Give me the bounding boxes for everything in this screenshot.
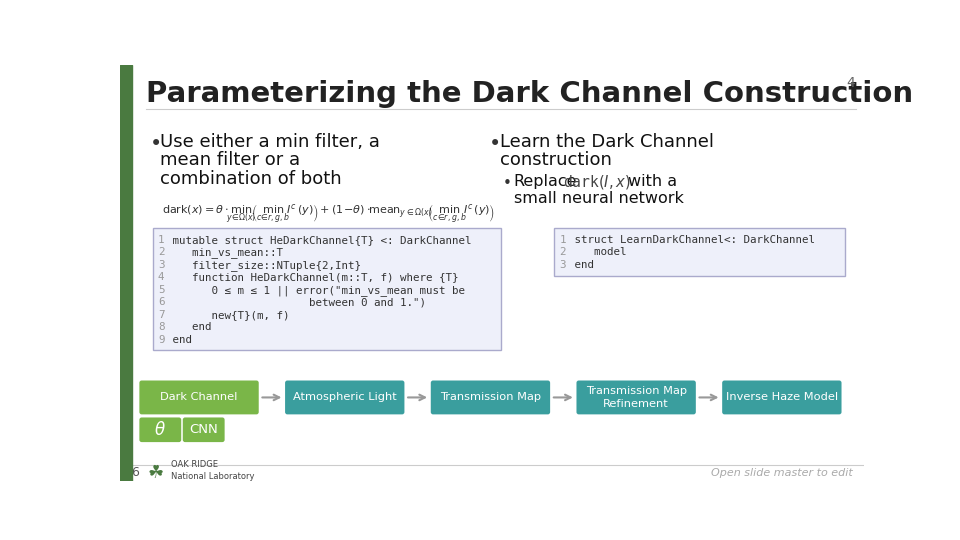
Text: function HeDarkChannel(m::T, f) where {T}: function HeDarkChannel(m::T, f) where {T… xyxy=(166,272,459,282)
Text: •: • xyxy=(489,134,501,154)
Text: filter_size::NTuple{2,Int}: filter_size::NTuple{2,Int} xyxy=(166,260,362,271)
Text: •: • xyxy=(503,176,512,191)
Text: min_vs_mean::T: min_vs_mean::T xyxy=(166,247,283,258)
Text: 5: 5 xyxy=(158,285,164,295)
Text: $\theta$: $\theta$ xyxy=(155,421,166,439)
Text: model: model xyxy=(568,247,627,258)
Text: 0 ≤ m ≤ 1 || error("min_vs_mean must be: 0 ≤ m ≤ 1 || error("min_vs_mean must be xyxy=(166,285,466,296)
Text: mutable struct HeDarkChannel{T} <: DarkChannel: mutable struct HeDarkChannel{T} <: DarkC… xyxy=(166,235,472,245)
Text: end: end xyxy=(166,322,212,332)
Text: Learn the Dark Channel: Learn the Dark Channel xyxy=(500,132,713,151)
Text: 2: 2 xyxy=(158,247,164,258)
Text: •: • xyxy=(150,134,161,154)
Bar xyxy=(120,65,132,481)
Text: construction: construction xyxy=(500,151,612,169)
Text: ☘: ☘ xyxy=(148,464,164,482)
Text: new{T}(m, f): new{T}(m, f) xyxy=(166,310,290,320)
Text: 2: 2 xyxy=(560,247,566,258)
Text: with a: with a xyxy=(628,174,677,189)
Text: Parameterizing the Dark Channel Construction: Parameterizing the Dark Channel Construc… xyxy=(146,80,914,108)
FancyBboxPatch shape xyxy=(285,381,404,414)
FancyBboxPatch shape xyxy=(554,228,845,276)
Text: 6: 6 xyxy=(158,298,164,307)
Text: $\mathrm{dark}(x) = \theta \cdot \!\!\min_{y\in\Omega(x)}\!\!\left(\min_{c\in r,: $\mathrm{dark}(x) = \theta \cdot \!\!\mi… xyxy=(162,202,495,226)
Text: $\mathtt{dark}(I, x)$: $\mathtt{dark}(I, x)$ xyxy=(564,173,631,191)
Text: mean filter or a: mean filter or a xyxy=(160,151,300,169)
Text: Replace: Replace xyxy=(514,174,577,189)
Text: 3: 3 xyxy=(560,260,566,270)
Text: 9: 9 xyxy=(158,335,164,345)
Text: 1: 1 xyxy=(158,235,164,245)
FancyBboxPatch shape xyxy=(139,417,181,442)
Text: Use either a min filter, a: Use either a min filter, a xyxy=(160,132,380,151)
Text: 4: 4 xyxy=(846,76,854,90)
Text: small neural network: small neural network xyxy=(514,191,684,206)
FancyBboxPatch shape xyxy=(153,228,501,350)
FancyBboxPatch shape xyxy=(576,381,696,414)
Text: struct LearnDarkChannel<: DarkChannel: struct LearnDarkChannel<: DarkChannel xyxy=(568,235,815,245)
Text: Dark Channel: Dark Channel xyxy=(160,393,238,402)
FancyBboxPatch shape xyxy=(722,381,842,414)
Text: 3: 3 xyxy=(158,260,164,270)
Text: Transmission Map: Transmission Map xyxy=(440,393,541,402)
Text: Inverse Haze Model: Inverse Haze Model xyxy=(726,393,838,402)
Text: 7: 7 xyxy=(158,310,164,320)
Text: end: end xyxy=(568,260,594,270)
Text: Atmospheric Light: Atmospheric Light xyxy=(293,393,396,402)
Text: between 0 and 1."): between 0 and 1.") xyxy=(166,298,426,307)
Text: CNN: CNN xyxy=(189,423,218,436)
Text: 8: 8 xyxy=(158,322,164,332)
FancyBboxPatch shape xyxy=(182,417,225,442)
Text: combination of both: combination of both xyxy=(160,170,342,187)
FancyBboxPatch shape xyxy=(431,381,550,414)
Text: end: end xyxy=(166,335,193,345)
Text: 1: 1 xyxy=(560,235,566,245)
Text: Transmission Map
Refinement: Transmission Map Refinement xyxy=(586,386,686,409)
FancyBboxPatch shape xyxy=(139,381,259,414)
Text: Open slide master to edit: Open slide master to edit xyxy=(710,468,852,478)
Text: 6: 6 xyxy=(132,467,139,480)
Text: 4: 4 xyxy=(158,272,164,282)
Text: OAK RIDGE
National Laboratory: OAK RIDGE National Laboratory xyxy=(171,460,254,481)
